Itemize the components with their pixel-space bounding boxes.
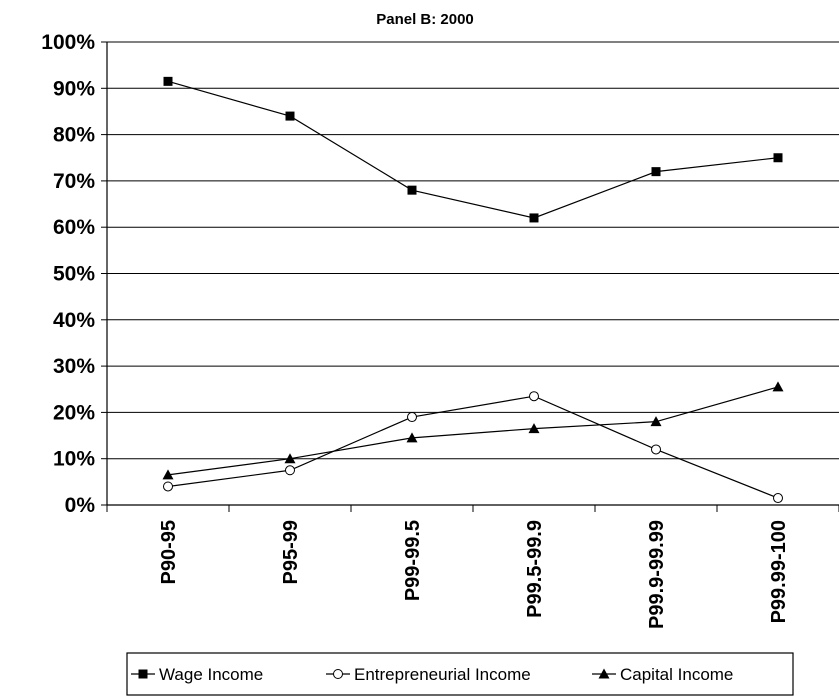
data-point bbox=[407, 185, 417, 195]
y-tick-label: 30% bbox=[53, 355, 95, 378]
x-tick-label: P95-99 bbox=[280, 520, 302, 585]
x-tick-label: P90-95 bbox=[158, 520, 180, 585]
data-point bbox=[773, 153, 783, 163]
y-tick-label: 90% bbox=[53, 77, 95, 100]
data-point bbox=[285, 111, 295, 121]
y-tick-label: 40% bbox=[53, 309, 95, 332]
x-tick-label: P99-99.5 bbox=[402, 520, 424, 601]
data-point bbox=[406, 432, 418, 443]
series-line bbox=[167, 80, 779, 219]
data-point bbox=[163, 481, 173, 492]
y-tick-label: 10% bbox=[53, 448, 95, 471]
legend-label: Entrepreneurial Income bbox=[354, 665, 531, 684]
data-point bbox=[651, 444, 661, 455]
y-axis-ticks: 0% 10% 20% 30% 40% 50% 60% 70% 80% 90% 100% bbox=[41, 31, 107, 517]
y-tick-label: 0% bbox=[65, 494, 96, 517]
data-point bbox=[772, 381, 784, 392]
series-line bbox=[167, 386, 779, 476]
data-point bbox=[650, 416, 662, 427]
x-tick-label: P99.9-99.99 bbox=[646, 520, 668, 629]
series-group bbox=[162, 76, 784, 504]
y-tick-label: 60% bbox=[53, 216, 95, 239]
series-line bbox=[167, 395, 779, 499]
data-point bbox=[162, 469, 174, 480]
y-tick-label: 70% bbox=[53, 170, 95, 193]
data-point bbox=[163, 76, 173, 86]
x-tick-label: P99.99-100 bbox=[768, 520, 790, 623]
chart-title: Panel B: 2000 bbox=[376, 11, 474, 28]
data-point bbox=[407, 412, 417, 423]
legend-marker bbox=[598, 668, 610, 679]
legend-marker bbox=[138, 669, 148, 679]
data-point bbox=[773, 493, 783, 504]
legend-label: Wage Income bbox=[159, 665, 263, 684]
data-point bbox=[651, 167, 661, 177]
data-point bbox=[285, 465, 295, 476]
grid-lines bbox=[107, 41, 839, 460]
legend: Wage Income Entrepreneurial Income Capital… bbox=[126, 652, 794, 696]
data-point bbox=[529, 213, 539, 223]
legend-label: Capital Income bbox=[620, 665, 733, 684]
y-tick-label: 20% bbox=[53, 401, 95, 424]
legend-marker bbox=[333, 669, 343, 679]
data-point bbox=[528, 423, 540, 434]
legend-box bbox=[126, 652, 794, 696]
x-axis-ticks: P90-95 P95-99 P99-99.5 P99.5-99.9 P99.9-99.9… bbox=[106, 505, 839, 629]
y-tick-label: 80% bbox=[53, 124, 95, 147]
y-tick-label: 100% bbox=[41, 31, 95, 54]
y-tick-label: 50% bbox=[53, 263, 95, 286]
data-point bbox=[284, 453, 296, 464]
data-point bbox=[529, 391, 539, 402]
x-tick-label: P99.5-99.9 bbox=[524, 520, 546, 618]
